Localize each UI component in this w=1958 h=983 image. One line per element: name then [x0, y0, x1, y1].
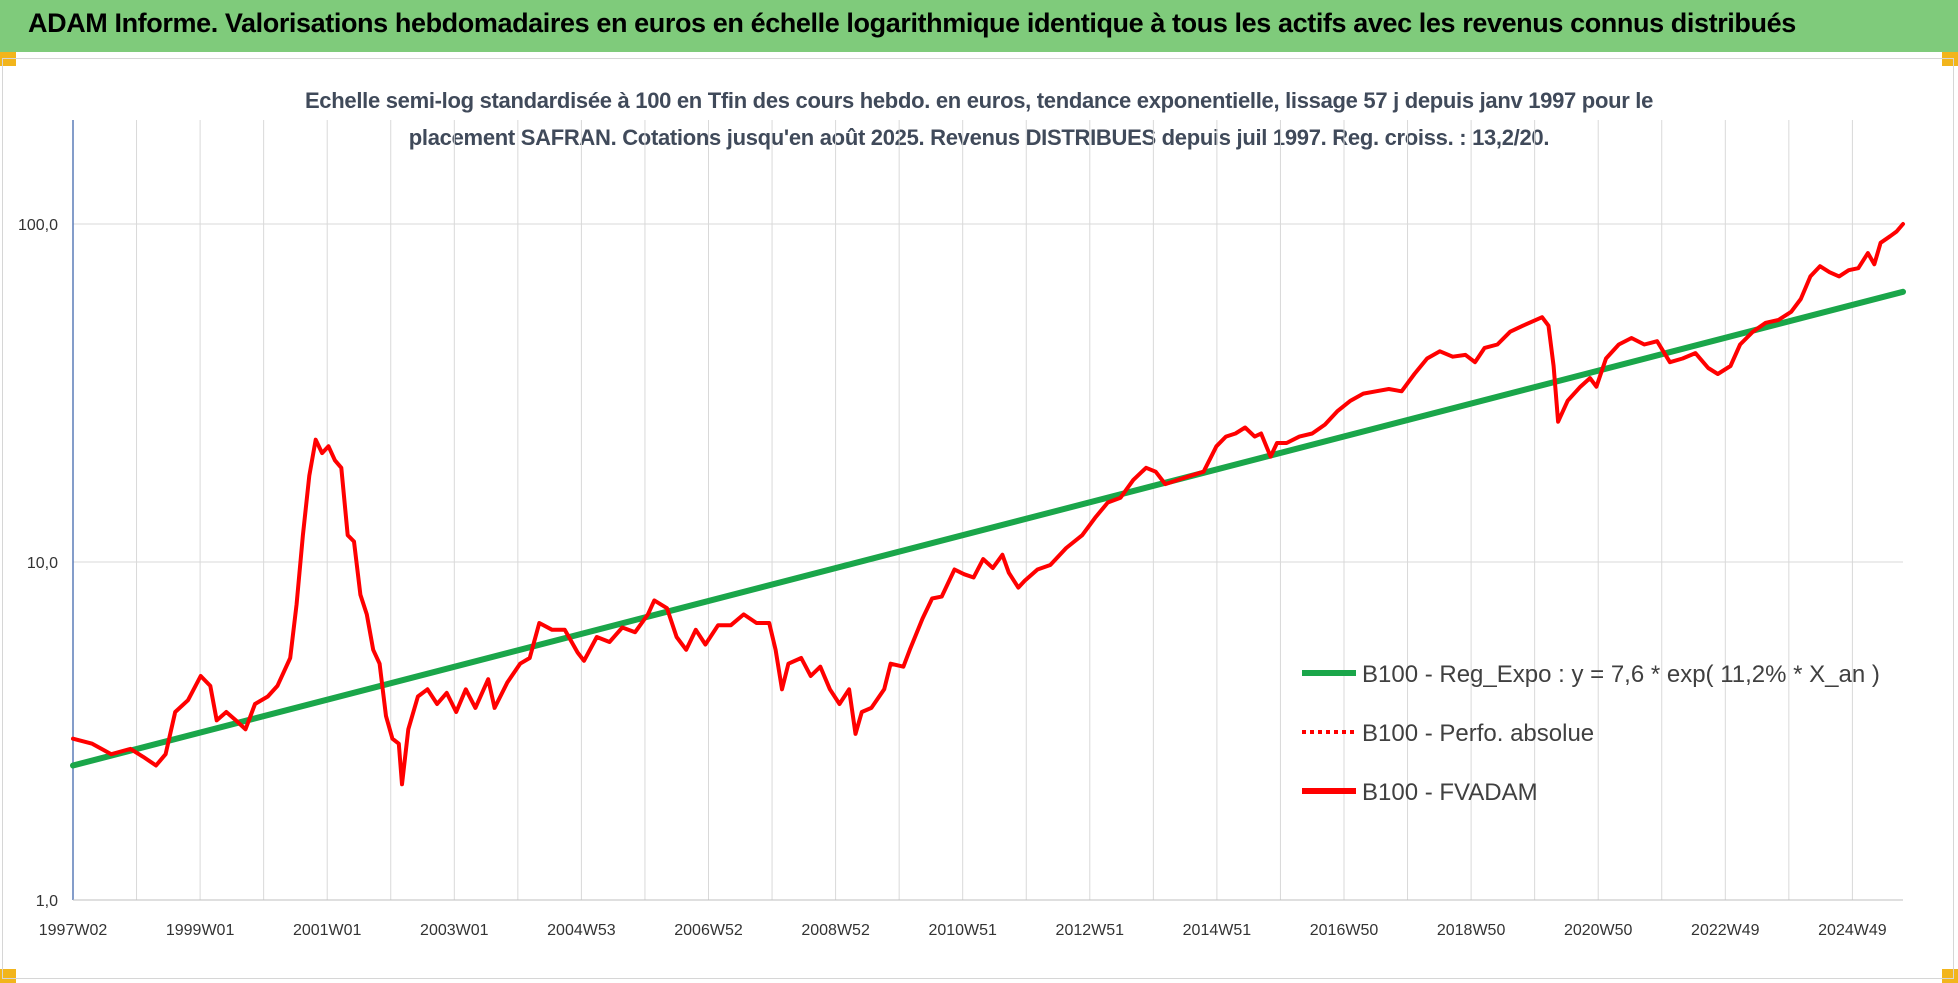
x-tick-label: 2010W51	[928, 922, 997, 939]
legend-label-1: B100 - Perfo. absolue	[1362, 720, 1594, 747]
series-layer	[70, 222, 1906, 787]
chart-frame	[2, 58, 1954, 979]
y-tick-label: 1,0	[36, 893, 58, 910]
x-tick-label: 1999W01	[166, 922, 235, 939]
y-tick-label: 10,0	[27, 555, 58, 572]
x-tick-label: 2016W50	[1310, 922, 1379, 939]
x-tick-label: 2022W49	[1691, 922, 1760, 939]
x-tick-label: 2020W50	[1564, 922, 1633, 939]
x-tick-label: 2006W52	[674, 922, 743, 939]
grid-layer	[72, 120, 1903, 901]
chart-title-line2: placement SAFRAN. Cotations jusqu'en aoû…	[408, 125, 1550, 150]
corner-marker-bottom-left	[0, 969, 16, 983]
corner-marker-top-left	[0, 52, 16, 66]
legend-label-0: B100 - Reg_Expo : y = 7,6 * exp( 11,2% *…	[1362, 661, 1880, 688]
title-banner: ADAM Informe. Valorisations hebdomadaire…	[0, 0, 1958, 52]
x-tick-label: 2012W51	[1056, 922, 1125, 939]
x-tick-label: 2008W52	[801, 922, 870, 939]
corner-marker-bottom-right	[1942, 969, 1958, 983]
axis-layer: 1,0 10,0 100,0 1997W02 1999W01 2001W01 2003W01…	[18, 120, 1903, 939]
y-tick-label: 100,0	[18, 217, 58, 234]
x-tick-label: 2018W50	[1437, 922, 1506, 939]
x-tick-label: 2004W53	[547, 922, 616, 939]
x-tick-label: 2003W01	[420, 922, 489, 939]
series-line-0	[70, 288, 1906, 769]
x-tick-label: 2014W51	[1183, 922, 1252, 939]
chart-title-line1: Echelle semi-log standardisée à 100 en T…	[304, 88, 1654, 113]
x-tick-label: 2001W01	[293, 922, 362, 939]
x-tick-label: 2024W49	[1818, 922, 1887, 939]
corner-marker-top-right	[1942, 52, 1958, 66]
legend: B100 - Reg_Expo : y = 7,6 * exp( 11,2% *…	[1302, 661, 1880, 806]
x-tick-label: 1997W02	[39, 922, 108, 939]
banner-title: ADAM Informe. Valorisations hebdomadaire…	[28, 8, 1796, 38]
legend-label-2: B100 - FVADAM	[1362, 779, 1538, 806]
series-line-2	[71, 222, 1905, 787]
